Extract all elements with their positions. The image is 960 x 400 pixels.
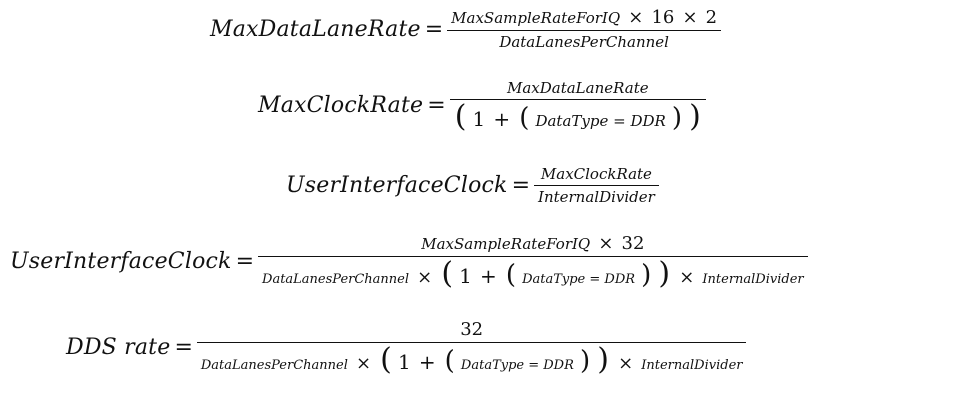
constant-32: 32 — [621, 233, 645, 254]
lhs-user-interface-clock: UserInterfaceClock — [10, 249, 232, 275]
internal-divider: InternalDivider — [641, 358, 743, 374]
equals-sign: = — [174, 335, 193, 361]
data-lanes-per-channel: DataLanesPerChannel — [499, 33, 669, 52]
denominator: InternalDivider — [534, 186, 659, 206]
equation-dds-rate: DDS rate = 32 DataLanesPerChannel × ( 1 … — [66, 320, 747, 375]
times-operator: × — [682, 7, 698, 28]
max-clock-rate: MaxClockRate — [540, 165, 652, 183]
data-lanes-per-channel: DataLanesPerChannel — [200, 358, 348, 374]
close-paren-outer: ) — [597, 342, 609, 378]
equation-user-interface-clock-b: UserInterfaceClock = MaxSampleRateForIQ … — [10, 234, 808, 289]
data-type-equals-ddr: DataType = DDR — [535, 111, 666, 130]
equals-sign: = — [427, 92, 446, 118]
constant-1: 1 — [397, 350, 411, 375]
open-paren-inner: ( — [444, 346, 455, 377]
data-type-equals-ddr: DataType = DDR — [460, 358, 574, 374]
open-paren-outer: ( — [454, 98, 467, 134]
fraction-bar — [449, 98, 706, 100]
constant-16: 16 — [651, 7, 675, 28]
equals-sign: = — [511, 172, 531, 198]
fraction: MaxSampleRateForIQ × 16 × 2 DataLanesPer… — [447, 8, 722, 51]
lhs-max-data-lane-rate: MaxDataLaneRate — [210, 16, 421, 42]
close-paren-inner: ) — [641, 260, 652, 291]
close-paren-outer: ) — [658, 256, 671, 292]
fraction-bar — [534, 184, 659, 186]
equation-max-data-lane-rate: MaxDataLaneRate = MaxSampleRateForIQ × 1… — [210, 8, 722, 51]
times-operator: × — [417, 267, 433, 289]
plus-operator: + — [418, 350, 436, 375]
equation-user-interface-clock-a: UserInterfaceClock = MaxClockRate Intern… — [286, 165, 659, 205]
denominator: DataLanesPerChannel × ( 1 + ( DataType =… — [197, 343, 747, 375]
internal-divider: InternalDivider — [538, 187, 655, 206]
denominator: DataLanesPerChannel — [495, 31, 673, 51]
numerator: MaxSampleRateForIQ × 16 × 2 — [447, 8, 721, 30]
constant-32: 32 — [460, 319, 484, 340]
constant-1: 1 — [472, 106, 486, 131]
fraction: 32 DataLanesPerChannel × ( 1 + ( DataTyp… — [196, 320, 747, 375]
close-paren-inner: ) — [580, 346, 591, 377]
fraction: MaxSampleRateForIQ × 32 DataLanesPerChan… — [258, 234, 808, 289]
fraction-bar — [447, 29, 722, 32]
numerator: 32 — [456, 320, 487, 342]
open-paren-outer: ( — [380, 342, 392, 378]
numerator: MaxClockRate — [537, 165, 656, 185]
max-data-lane-rate: MaxDataLaneRate — [506, 79, 649, 97]
data-lanes-per-channel: DataLanesPerChannel — [262, 272, 410, 288]
times-operator: × — [355, 353, 372, 375]
fraction-bar — [196, 341, 747, 344]
fraction: MaxClockRate InternalDivider — [534, 165, 659, 205]
open-paren-inner: ( — [519, 102, 530, 133]
equals-sign: = — [424, 16, 444, 42]
open-paren-outer: ( — [441, 256, 454, 292]
lhs-user-interface-clock: UserInterfaceClock — [286, 172, 508, 198]
fraction-bar — [258, 255, 808, 258]
data-type-equals-ddr: DataType = DDR — [522, 272, 636, 288]
lhs-max-clock-rate: MaxClockRate — [258, 92, 424, 118]
lhs-dds-rate: DDS rate — [66, 335, 171, 361]
times-operator: × — [618, 353, 634, 375]
close-paren-outer: ) — [689, 98, 701, 134]
fraction: MaxDataLaneRate ( 1 + ( DataType = DDR )… — [449, 79, 706, 132]
constant-2: 2 — [705, 7, 718, 28]
numerator: MaxDataLaneRate — [503, 79, 653, 99]
plus-operator: + — [493, 106, 511, 131]
times-operator: × — [598, 233, 614, 254]
max-sample-rate-for-iq: MaxSampleRateForIQ — [421, 235, 591, 253]
times-operator: × — [679, 267, 695, 289]
denominator: ( 1 + ( DataType = DDR ) ) — [450, 100, 706, 132]
times-operator: × — [628, 7, 644, 28]
plus-operator: + — [479, 264, 497, 289]
denominator: DataLanesPerChannel × ( 1 + ( DataType =… — [258, 257, 808, 289]
close-paren-inner: ) — [671, 102, 683, 133]
max-sample-rate-for-iq: MaxSampleRateForIQ — [451, 9, 621, 27]
open-paren-inner: ( — [505, 260, 516, 291]
constant-1: 1 — [459, 264, 472, 289]
internal-divider: InternalDivider — [702, 272, 804, 288]
equals-sign: = — [235, 249, 255, 275]
equation-max-clock-rate: MaxClockRate = MaxDataLaneRate ( 1 + ( D… — [258, 79, 706, 132]
numerator: MaxSampleRateForIQ × 32 — [417, 234, 648, 256]
